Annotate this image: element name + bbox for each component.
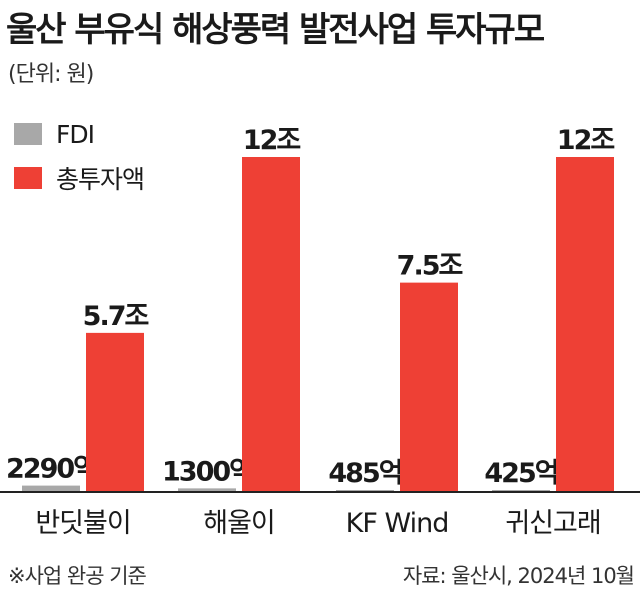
category-label-2: KF Wind <box>346 508 449 539</box>
footnote: ※사업 완공 기준 <box>8 564 147 588</box>
legend-item-fdi: FDI <box>14 112 144 156</box>
unit-label: (단위: 원) <box>8 62 94 87</box>
fdi-value-label-3: 425억 <box>484 458 557 489</box>
legend-label-total: 총투자액 <box>56 165 145 194</box>
fdi-bar-1 <box>178 488 236 492</box>
category-label-1: 해울이 <box>203 508 275 539</box>
legend-swatch-total <box>14 167 42 189</box>
source-note: 자료: 울산시, 2024년 10월 <box>402 564 635 588</box>
fdi-value-label-0: 2290억 <box>6 454 96 485</box>
total-bar-0 <box>86 332 144 492</box>
total-bar-2 <box>400 282 458 492</box>
fdi-value-label-1: 1300억 <box>162 456 252 487</box>
legend-swatch-fdi <box>14 123 42 145</box>
total-value-label-0: 5.7조 <box>83 301 149 332</box>
chart-title: 울산 부유식 해상풍력 발전사업 투자규모 <box>6 10 545 50</box>
total-value-label-2: 7.5조 <box>397 251 463 282</box>
legend-item-total: 총투자액 <box>14 156 145 200</box>
total-bar-1 <box>242 157 300 492</box>
total-value-label-3: 12조 <box>557 125 615 156</box>
fdi-bar-0 <box>22 485 80 492</box>
category-label-3: 귀신고래 <box>505 508 600 539</box>
total-value-label-1: 12조 <box>243 125 301 156</box>
legend-label-fdi: FDI <box>56 119 95 149</box>
total-bar-3 <box>556 157 614 492</box>
legend: FDI 총투자액 <box>14 112 145 200</box>
fdi-value-label-2: 485억 <box>328 458 401 489</box>
category-label-0: 반딧불이 <box>35 508 130 539</box>
